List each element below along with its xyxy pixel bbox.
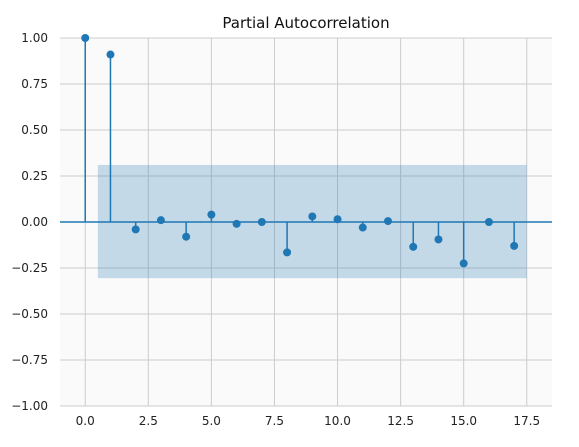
pacf-point <box>409 242 418 251</box>
y-tick-label: −0.75 <box>11 353 48 367</box>
x-tick-label: 15.0 <box>450 414 477 428</box>
pacf-point <box>484 218 493 226</box>
x-tick-label: 7.5 <box>265 414 284 428</box>
x-tick-labels: 0.0 2.5 5.0 7.5 10.0 12.5 15.0 17.5 <box>76 414 540 428</box>
pacf-point <box>358 223 367 232</box>
points-layer <box>81 34 519 268</box>
x-tick-label: 12.5 <box>387 414 414 428</box>
y-tick-label: 0.25 <box>21 169 48 183</box>
y-tick-label: 0.00 <box>21 215 48 229</box>
y-tick-label: −0.50 <box>11 307 48 321</box>
pacf-point <box>131 225 140 234</box>
pacf-point <box>384 217 392 226</box>
x-tick-label: 2.5 <box>139 414 158 428</box>
pacf-point <box>333 215 342 224</box>
x-tick-label: 5.0 <box>202 414 221 428</box>
pacf-point <box>156 216 165 225</box>
pacf-point <box>434 235 443 244</box>
pacf-point <box>257 218 266 226</box>
pacf-point <box>207 210 216 219</box>
pacf-point <box>510 241 519 250</box>
pacf-point <box>459 259 468 268</box>
x-tick-label: 10.0 <box>324 414 351 428</box>
y-tick-label: −1.00 <box>11 399 48 413</box>
pacf-point <box>81 34 90 42</box>
x-tick-label: 0.0 <box>76 414 95 428</box>
y-tick-label: 1.00 <box>21 31 48 45</box>
pacf-point <box>182 232 191 241</box>
y-tick-label: −0.25 <box>11 261 48 275</box>
y-tick-label: 0.50 <box>21 123 48 137</box>
pacf-point <box>283 248 292 257</box>
x-tick-label: 17.5 <box>513 414 540 428</box>
chart-title: Partial Autocorrelation <box>222 14 389 32</box>
gridlines <box>60 37 552 407</box>
pacf-point <box>308 212 317 221</box>
y-tick-labels: −1.00 −0.75 −0.50 −0.25 0.00 0.25 0.50 0.75 1.00 <box>11 31 48 413</box>
pacf-point <box>106 50 115 59</box>
pacf-point <box>232 219 241 228</box>
y-tick-label: 0.75 <box>21 77 48 91</box>
